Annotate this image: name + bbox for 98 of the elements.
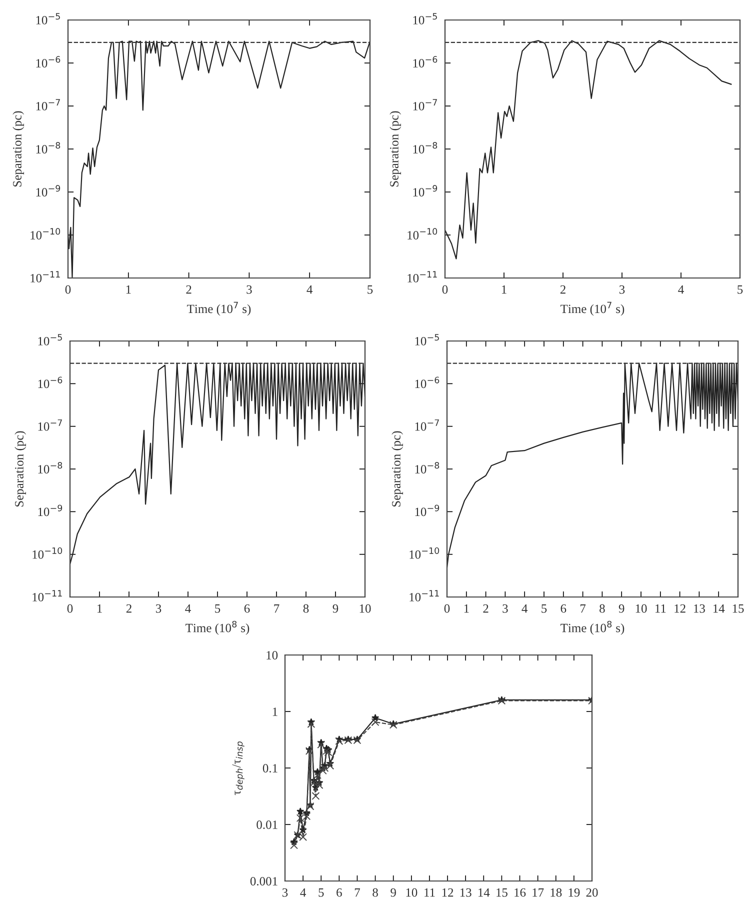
x-tick-label: 4 bbox=[522, 604, 528, 613]
x-tick-label: 12 bbox=[674, 604, 686, 613]
x-tick-label: 15 bbox=[496, 888, 508, 897]
x-tick-label: 12 bbox=[442, 888, 454, 897]
x-tick-label: 9 bbox=[332, 604, 338, 613]
x-axis-title: Time (10$^{7}$ s) bbox=[560, 302, 624, 316]
y-tick-label: 10$^{−7}$ bbox=[36, 99, 60, 110]
x-tick-label: 17 bbox=[532, 888, 544, 897]
y-tick-label: 10$^{−6}$ bbox=[36, 56, 60, 68]
x-tick-label: 3 bbox=[156, 604, 162, 613]
x-tick-label: 5 bbox=[542, 604, 547, 613]
x-tick-label: 5 bbox=[368, 285, 373, 294]
y-tick-label: 10 bbox=[266, 651, 278, 660]
y-tick-label: 0.1 bbox=[262, 764, 278, 773]
x-tick-label: 2 bbox=[483, 604, 488, 613]
y-tick-label: 10$^{−11}$ bbox=[410, 590, 439, 602]
y-tick-label: 10$^{−9}$ bbox=[36, 185, 60, 196]
y-axis-title: Separation (pc) bbox=[392, 431, 403, 507]
x-tick-label: 0 bbox=[442, 285, 448, 294]
x-tick-label: 0 bbox=[65, 285, 71, 294]
x-tick-label: 1 bbox=[464, 604, 469, 613]
x-tick-label: 20 bbox=[586, 888, 598, 897]
x-tick-label: 1 bbox=[502, 285, 506, 294]
x-tick-label: 4 bbox=[185, 604, 191, 613]
x-tick-label: 19 bbox=[568, 888, 580, 897]
y-tick-label: 10$^{−5}$ bbox=[415, 334, 439, 346]
x-tick-label: 13 bbox=[694, 604, 705, 613]
y-tick-label: 10$^{−6}$ bbox=[38, 376, 62, 388]
x-tick-label: 3 bbox=[502, 604, 508, 613]
y-tick-label: 10$^{−5}$ bbox=[36, 13, 60, 24]
x-tick-label: 3 bbox=[282, 888, 288, 897]
x-tick-label: 1 bbox=[126, 285, 131, 294]
y-tick-label: 10$^{−6}$ bbox=[413, 56, 438, 68]
y-axis-title: Separation (pc) bbox=[390, 111, 401, 187]
y-tick-label: 10$^{−7}$ bbox=[38, 419, 62, 431]
y-tick-label: 10$^{−8}$ bbox=[38, 462, 62, 474]
x-axis-title: Time (10$^{7}$ s) bbox=[187, 302, 251, 316]
x-tick-label: 11 bbox=[655, 604, 666, 613]
y-tick-label: 10$^{−8}$ bbox=[413, 142, 438, 154]
x-tick-label: 15 bbox=[732, 604, 744, 613]
x-tick-label: 5 bbox=[738, 285, 743, 294]
x-tick-label: 6 bbox=[560, 604, 566, 613]
x-tick-label: 13 bbox=[460, 888, 472, 897]
y-tick-label: 10$^{−10}$ bbox=[410, 547, 440, 559]
x-tick-label: 2 bbox=[126, 604, 132, 613]
x-tick-label: 6 bbox=[336, 888, 342, 897]
x-tick-label: 2 bbox=[560, 285, 566, 294]
y-axis-title: τ$_{deph}$/τ$_{insp}$ bbox=[232, 741, 244, 796]
x-tick-label: 7 bbox=[274, 604, 280, 613]
x-tick-label: 1 bbox=[97, 604, 102, 613]
x-tick-label: 0 bbox=[67, 604, 73, 613]
y-axis-title: Separation (pc) bbox=[14, 431, 26, 507]
x-tick-label: 3 bbox=[619, 285, 625, 294]
y-tick-label: 10$^{−9}$ bbox=[413, 185, 438, 196]
x-tick-label: 8 bbox=[600, 604, 605, 613]
x-tick-label: 4 bbox=[306, 285, 313, 294]
y-tick-label: 10$^{−10}$ bbox=[408, 228, 438, 240]
y-tick-label: 1 bbox=[272, 708, 278, 716]
y-tick-label: 10$^{−8}$ bbox=[36, 142, 60, 154]
x-axis-title: Time (10$^{8}$ s) bbox=[186, 620, 250, 635]
y-tick-label: 10$^{−8}$ bbox=[415, 462, 440, 474]
x-tick-label: 5 bbox=[215, 604, 220, 613]
x-tick-label: 4 bbox=[678, 285, 684, 294]
y-tick-label: 10$^{−10}$ bbox=[30, 228, 60, 240]
x-tick-label: 8 bbox=[303, 604, 309, 613]
x-tick-label: 8 bbox=[372, 888, 378, 897]
y-tick-label: 10$^{−9}$ bbox=[415, 504, 440, 516]
x-tick-label: 10 bbox=[636, 604, 647, 613]
y-tick-label: 10$^{−11}$ bbox=[30, 271, 60, 282]
x-axis-title: Time (10$^{8}$ s) bbox=[560, 620, 624, 635]
x-tick-label: 2 bbox=[186, 285, 192, 294]
y-tick-label: 10$^{−7}$ bbox=[413, 99, 437, 110]
y-tick-label: 10$^{−10}$ bbox=[32, 547, 62, 559]
y-axis-title: Separation (pc) bbox=[12, 111, 24, 187]
x-tick-label: 7 bbox=[354, 888, 360, 897]
x-tick-label: 9 bbox=[390, 888, 396, 897]
y-tick-label: 10$^{−11}$ bbox=[32, 590, 62, 602]
x-tick-label: 9 bbox=[618, 604, 624, 613]
x-tick-label: 14 bbox=[478, 888, 490, 897]
y-tick-label: 10$^{−5}$ bbox=[38, 334, 62, 346]
y-tick-label: 10$^{−9}$ bbox=[38, 504, 62, 516]
x-tick-label: 10 bbox=[360, 604, 371, 613]
y-tick-label: 10$^{−11}$ bbox=[408, 271, 437, 282]
x-tick-label: 3 bbox=[246, 285, 252, 294]
x-tick-label: 16 bbox=[514, 888, 526, 897]
y-tick-label: 0.001 bbox=[250, 877, 278, 886]
x-tick-label: 11 bbox=[424, 888, 435, 897]
x-tick-label: 0 bbox=[444, 604, 450, 613]
x-tick-label: 14 bbox=[713, 604, 725, 613]
x-tick-label: 18 bbox=[550, 888, 562, 897]
y-tick-label: 10$^{−6}$ bbox=[415, 376, 440, 388]
x-tick-label: 4 bbox=[300, 888, 306, 897]
y-tick-label: 10$^{−7}$ bbox=[415, 419, 439, 431]
x-tick-label: 5 bbox=[318, 888, 324, 897]
y-tick-label: 10$^{−5}$ bbox=[413, 13, 437, 24]
x-tick-label: 6 bbox=[244, 604, 250, 613]
y-tick-label: 0.01 bbox=[256, 820, 278, 830]
x-tick-label: 7 bbox=[580, 604, 586, 613]
